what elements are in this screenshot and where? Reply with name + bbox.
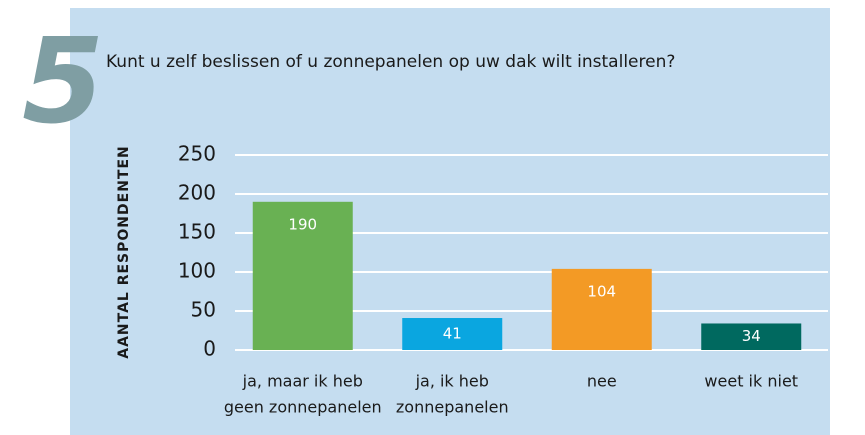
y-tick-label: 100 [178, 259, 216, 283]
y-tick-label: 150 [178, 220, 216, 244]
bar [252, 201, 353, 350]
x-tick-label: zonnepanelen [396, 398, 509, 417]
value-label: 190 [288, 215, 317, 233]
y-tick-label: 200 [178, 181, 216, 205]
y-tick-label: 50 [191, 298, 216, 322]
x-tick-label: ja, maar ik heb [242, 372, 363, 391]
value-label: 104 [587, 282, 616, 300]
x-tick-label: nee [587, 372, 617, 391]
bar [701, 323, 802, 350]
question-number: 5 [22, 12, 104, 150]
y-tick-label: 0 [203, 337, 216, 361]
x-tick-label: ja, ik heb [415, 372, 489, 391]
y-axis-label: AANTAL RESPONDENTEN [116, 145, 132, 359]
x-tick-label: geen zonnepanelen [224, 398, 382, 417]
value-label: 41 [443, 325, 462, 343]
y-tick-label: 250 [178, 142, 216, 166]
value-label: 34 [742, 327, 761, 345]
bar [402, 318, 503, 350]
bar [551, 268, 652, 350]
chart-title: Kunt u zelf beslissen of u zonnepanelen … [106, 52, 675, 72]
x-tick-label: weet ik niet [704, 372, 798, 391]
panel [70, 8, 830, 435]
